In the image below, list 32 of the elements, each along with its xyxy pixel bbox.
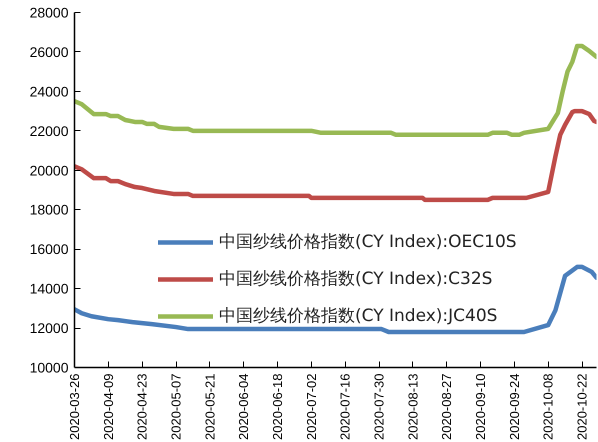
legend-label: 中国纱线价格指数(CY Index):JC40S: [219, 305, 498, 327]
y-tick-label: 20000: [30, 162, 69, 178]
x-tick-label: 2020-08-13: [405, 374, 420, 440]
x-tick-label: 2020-04-23: [134, 374, 150, 440]
line-series: [74, 108, 596, 202]
x-tick-label: 2020-05-07: [168, 374, 184, 440]
x-tick-label: 2020-09-24: [506, 374, 522, 440]
x-tick-label: 2020-10-08: [540, 374, 556, 440]
legend-label: 中国纱线价格指数(CY Index):OEC10S: [219, 231, 517, 253]
y-tick-label: 14000: [30, 280, 69, 297]
y-tick-label: 22000: [30, 122, 69, 139]
x-tick-label: 2020-08-27: [439, 374, 454, 440]
y-tick-label: 18000: [30, 202, 69, 218]
line-series: [74, 264, 596, 334]
y-tick-label: 10000: [30, 360, 69, 376]
x-tick-label: 2020-07-16: [338, 374, 353, 440]
x-tick-label: 2020-05-21: [202, 374, 218, 440]
y-tick-label: 16000: [30, 241, 69, 258]
y-tick-label: 28000: [30, 4, 69, 20]
x-tick-label: 2020-03-26: [67, 374, 82, 440]
x-tick-label: 2020-06-04: [236, 374, 252, 440]
legend-label: 中国纱线价格指数(CY Index):C32S: [219, 268, 492, 290]
y-tick-label: 12000: [30, 320, 69, 336]
x-tick-label: 2020-04-09: [100, 374, 116, 440]
x-tick-label: 2020-07-02: [304, 374, 319, 440]
y-tick-label: 24000: [30, 83, 69, 100]
x-tick-label: 2020-10-22: [574, 374, 590, 440]
line-series: [74, 44, 596, 138]
y-tick-label: 26000: [30, 44, 69, 60]
x-tick-label: 2020-07-30: [372, 374, 386, 440]
x-tick-label: 2020-06-18: [270, 374, 285, 440]
x-tick-label: 2020-09-10: [473, 374, 488, 440]
